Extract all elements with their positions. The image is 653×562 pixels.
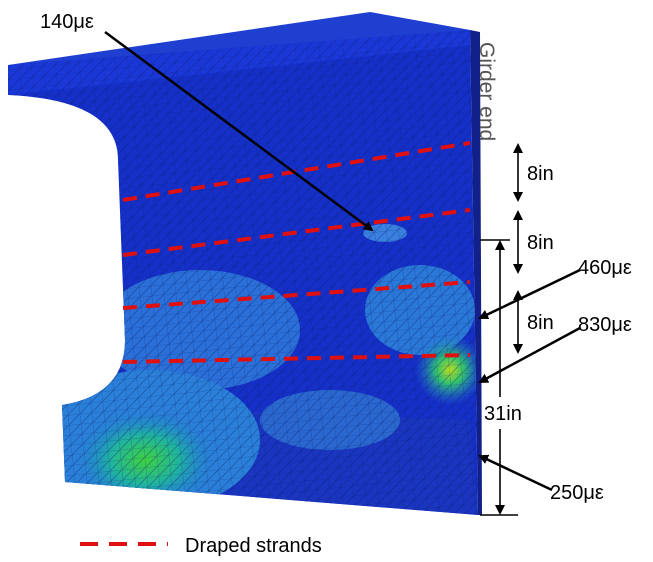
girder-model xyxy=(8,12,482,515)
label-bg xyxy=(482,397,522,429)
dimension-label: 8in xyxy=(527,312,554,334)
dimension-label: 31in xyxy=(484,403,522,425)
dimension-lines xyxy=(480,143,523,516)
arrow xyxy=(478,268,581,320)
strand xyxy=(122,141,471,202)
legend: Draped strands xyxy=(80,535,322,557)
dimension-label: 8in xyxy=(527,232,554,254)
top-face xyxy=(8,12,470,65)
strand xyxy=(122,353,471,364)
end-face xyxy=(470,30,482,515)
girder-end-label: Girder end xyxy=(475,42,498,141)
arrow xyxy=(104,30,374,232)
strain-label: 460με xyxy=(578,257,632,279)
strand xyxy=(122,280,471,310)
arrow xyxy=(478,454,553,492)
strain-label: 830με xyxy=(578,314,632,336)
legend-label: Draped strands xyxy=(185,535,322,557)
dimension-label: 8in xyxy=(527,163,554,185)
strain-label: 250με xyxy=(550,482,604,504)
strand xyxy=(122,208,471,257)
strain-label: 140με xyxy=(40,11,94,33)
draped-strands xyxy=(122,141,471,364)
arrow xyxy=(478,326,581,384)
